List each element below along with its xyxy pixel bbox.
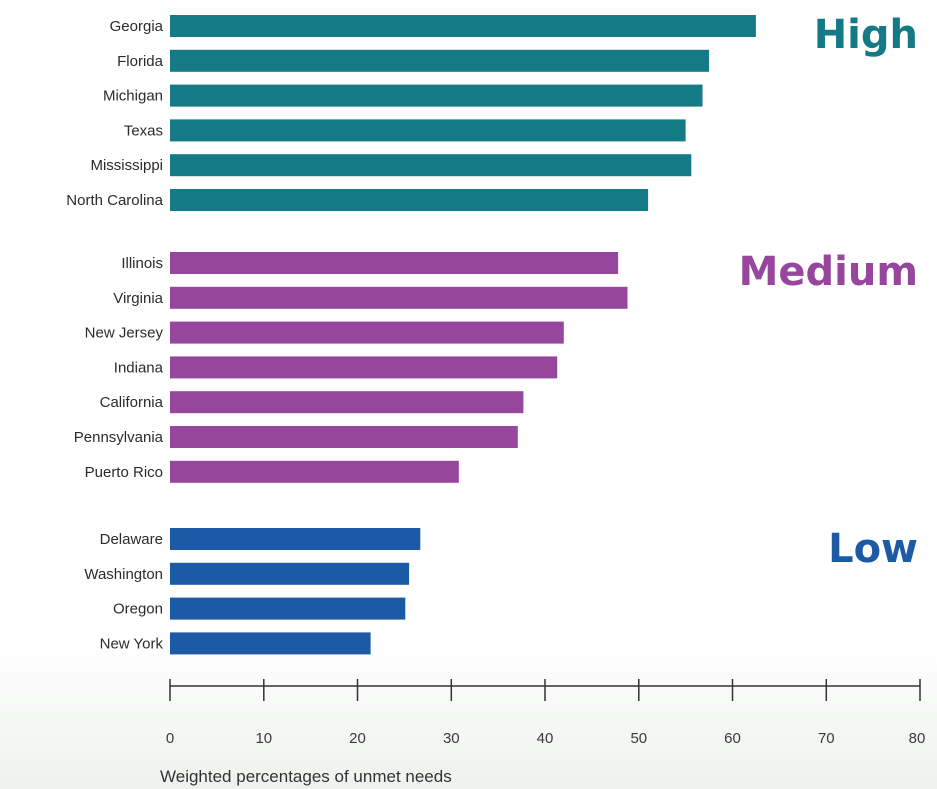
category-label-mississippi: Mississippi xyxy=(90,157,163,174)
category-labels-layer: Georgia Florida Michigan Texas Mississippi No… xyxy=(66,18,163,652)
category-label-virginia: Virginia xyxy=(113,290,163,307)
category-label-puerto-rico: Puerto Rico xyxy=(85,464,163,481)
x-tick-label-20: 20 xyxy=(349,730,366,747)
group-label-medium: Medium xyxy=(739,249,918,295)
category-label-california: California xyxy=(100,394,164,411)
x-tick-label-60: 60 xyxy=(724,730,741,747)
bar-pennsylvania xyxy=(170,426,518,448)
category-label-new-york: New York xyxy=(100,635,164,652)
bar-california xyxy=(170,391,524,414)
bar-michigan xyxy=(170,84,703,107)
category-label-oregon: Oregon xyxy=(113,601,163,618)
bar-north-carolina xyxy=(170,189,649,211)
bar-new-jersey xyxy=(170,321,564,344)
category-label-georgia: Georgia xyxy=(110,18,164,35)
category-label-new-jersey: New Jersey xyxy=(85,325,164,342)
bar-delaware xyxy=(170,528,421,550)
x-tick-label-80: 80 xyxy=(909,730,926,747)
category-label-north-carolina: North Carolina xyxy=(66,192,163,209)
bar-washington xyxy=(170,562,410,585)
bar-indiana xyxy=(170,356,558,379)
bar-illinois xyxy=(170,252,619,274)
bar-mississippi xyxy=(170,154,692,177)
x-tick-label-70: 70 xyxy=(818,730,835,747)
chart-background xyxy=(0,640,937,789)
category-label-delaware: Delaware xyxy=(100,531,163,548)
bar-new-york xyxy=(170,632,371,655)
group-label-low: Low xyxy=(828,526,918,572)
group-label-high: High xyxy=(814,12,918,58)
x-tick-label-10: 10 xyxy=(255,730,272,747)
bar-virginia xyxy=(170,286,628,309)
x-axis-title: Weighted percentages of unmet needs xyxy=(160,767,452,786)
category-label-pennsylvania: Pennsylvania xyxy=(74,429,164,446)
category-label-indiana: Indiana xyxy=(114,359,164,376)
x-tick-label-30: 30 xyxy=(443,730,460,747)
bar-puerto-rico xyxy=(170,460,459,483)
category-label-florida: Florida xyxy=(117,53,164,70)
bar-oregon xyxy=(170,597,406,620)
category-label-washington: Washington xyxy=(84,566,163,583)
x-axis: 0 10 20 30 40 50 60 70 80 xyxy=(166,679,926,747)
bars-layer xyxy=(170,15,756,655)
category-label-illinois: Illinois xyxy=(121,255,163,272)
x-tick-label-40: 40 xyxy=(537,730,554,747)
x-tick-label-0: 0 xyxy=(166,730,174,747)
category-label-michigan: Michigan xyxy=(103,88,163,105)
bar-georgia xyxy=(170,15,756,37)
bar-florida xyxy=(170,49,710,72)
bar-texas xyxy=(170,119,686,142)
category-label-texas: Texas xyxy=(124,122,163,139)
group-labels-layer: High Medium Low xyxy=(739,12,918,572)
x-tick-label-50: 50 xyxy=(630,730,647,747)
